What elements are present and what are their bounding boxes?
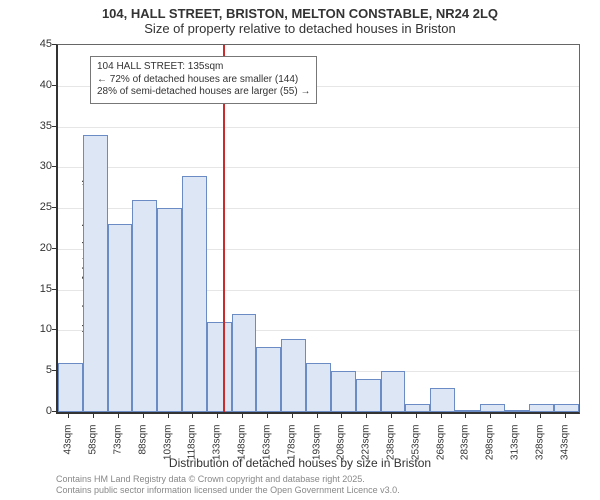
xtick-mark bbox=[441, 414, 442, 418]
xtick-mark bbox=[192, 414, 193, 418]
ytick-mark bbox=[52, 329, 56, 330]
footer-attribution: Contains HM Land Registry data © Crown c… bbox=[56, 474, 400, 496]
xtick-label: 88sqm bbox=[137, 425, 148, 475]
ytick-label: 30 bbox=[22, 160, 52, 172]
ytick-label: 10 bbox=[22, 323, 52, 335]
xtick-mark bbox=[118, 414, 119, 418]
ytick-mark bbox=[52, 126, 56, 127]
xtick-label: 313sqm bbox=[509, 425, 520, 475]
xtick-label: 178sqm bbox=[286, 425, 297, 475]
annotation-line-2: ← 72% of detached houses are smaller (14… bbox=[97, 74, 310, 87]
ytick-mark bbox=[52, 85, 56, 86]
xtick-label: 268sqm bbox=[435, 425, 446, 475]
histogram-bar bbox=[430, 388, 455, 412]
histogram-bar bbox=[306, 363, 331, 412]
xtick-label: 343sqm bbox=[559, 425, 570, 475]
chart-title-sub: Size of property relative to detached ho… bbox=[0, 21, 600, 40]
ytick-label: 5 bbox=[22, 364, 52, 376]
histogram-bar bbox=[182, 176, 207, 413]
histogram-bar bbox=[207, 322, 232, 412]
gridline-h bbox=[58, 127, 579, 128]
ytick-label: 0 bbox=[22, 405, 52, 417]
ytick-mark bbox=[52, 248, 56, 249]
histogram-bar bbox=[356, 379, 381, 412]
xtick-mark bbox=[217, 414, 218, 418]
xtick-mark bbox=[465, 414, 466, 418]
xtick-mark bbox=[341, 414, 342, 418]
ytick-label: 40 bbox=[22, 79, 52, 91]
gridline-h bbox=[58, 167, 579, 168]
histogram-bar bbox=[83, 135, 108, 412]
xtick-label: 58sqm bbox=[88, 425, 99, 475]
xtick-mark bbox=[267, 414, 268, 418]
ytick-label: 45 bbox=[22, 38, 52, 50]
xtick-label: 193sqm bbox=[311, 425, 322, 475]
xtick-mark bbox=[366, 414, 367, 418]
xtick-mark bbox=[93, 414, 94, 418]
xtick-label: 163sqm bbox=[261, 425, 272, 475]
histogram-bar bbox=[331, 371, 356, 412]
ytick-label: 35 bbox=[22, 120, 52, 132]
histogram-bar bbox=[58, 363, 83, 412]
xtick-mark bbox=[416, 414, 417, 418]
xtick-mark bbox=[292, 414, 293, 418]
annotation-box: 104 HALL STREET: 135sqm ← 72% of detache… bbox=[90, 56, 317, 104]
ytick-label: 20 bbox=[22, 242, 52, 254]
xtick-label: 133sqm bbox=[212, 425, 223, 475]
chart-title-main: 104, HALL STREET, BRISTON, MELTON CONSTA… bbox=[0, 0, 600, 21]
ytick-mark bbox=[52, 289, 56, 290]
ytick-mark bbox=[52, 44, 56, 45]
xtick-mark bbox=[242, 414, 243, 418]
ytick-mark bbox=[52, 370, 56, 371]
ytick-mark bbox=[52, 166, 56, 167]
histogram-bar bbox=[405, 404, 430, 412]
xtick-label: 118sqm bbox=[187, 425, 198, 475]
histogram-bar bbox=[232, 314, 257, 412]
xtick-mark bbox=[168, 414, 169, 418]
histogram-bar bbox=[108, 224, 133, 412]
xtick-label: 283sqm bbox=[460, 425, 471, 475]
histogram-bar bbox=[455, 410, 480, 412]
histogram-bar bbox=[381, 371, 406, 412]
xtick-label: 328sqm bbox=[534, 425, 545, 475]
histogram-bar bbox=[132, 200, 157, 412]
histogram-bar bbox=[480, 404, 505, 412]
xtick-label: 148sqm bbox=[237, 425, 248, 475]
xtick-mark bbox=[143, 414, 144, 418]
xtick-mark bbox=[565, 414, 566, 418]
ytick-mark bbox=[52, 411, 56, 412]
annotation-line-1: 104 HALL STREET: 135sqm bbox=[97, 61, 310, 74]
xtick-label: 43sqm bbox=[63, 425, 74, 475]
footer-line-2: Contains public sector information licen… bbox=[56, 485, 400, 496]
ytick-label: 15 bbox=[22, 283, 52, 295]
ytick-mark bbox=[52, 207, 56, 208]
xtick-mark bbox=[515, 414, 516, 418]
histogram-bar bbox=[505, 410, 530, 412]
histogram-bar bbox=[281, 339, 306, 412]
xtick-mark bbox=[540, 414, 541, 418]
footer-line-1: Contains HM Land Registry data © Crown c… bbox=[56, 474, 400, 485]
xtick-mark bbox=[317, 414, 318, 418]
xtick-mark bbox=[490, 414, 491, 418]
xtick-label: 73sqm bbox=[113, 425, 124, 475]
histogram-bar bbox=[157, 208, 182, 412]
xtick-label: 103sqm bbox=[162, 425, 173, 475]
xtick-label: 238sqm bbox=[385, 425, 396, 475]
ytick-label: 25 bbox=[22, 201, 52, 213]
histogram-bar bbox=[256, 347, 281, 412]
annotation-line-3: 28% of semi-detached houses are larger (… bbox=[97, 86, 310, 99]
chart-container: 104, HALL STREET, BRISTON, MELTON CONSTA… bbox=[0, 0, 600, 500]
xtick-mark bbox=[391, 414, 392, 418]
xtick-mark bbox=[68, 414, 69, 418]
xtick-label: 253sqm bbox=[410, 425, 421, 475]
histogram-bar bbox=[554, 404, 579, 412]
xtick-label: 223sqm bbox=[361, 425, 372, 475]
histogram-bar bbox=[529, 404, 554, 412]
xtick-label: 298sqm bbox=[485, 425, 496, 475]
xtick-label: 208sqm bbox=[336, 425, 347, 475]
